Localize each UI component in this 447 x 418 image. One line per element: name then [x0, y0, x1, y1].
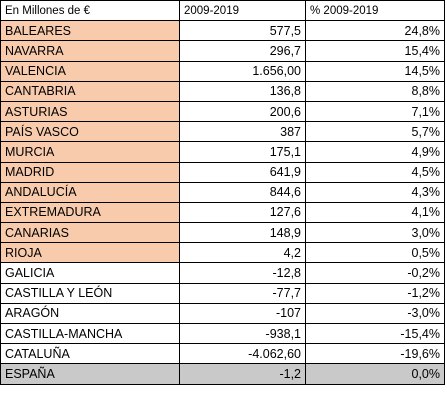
value-cell[interactable]: 296,7 [179, 40, 306, 62]
header-percent[interactable]: % 2009-2019 [305, 0, 445, 22]
region-cell[interactable]: CANTABRIA [0, 80, 180, 102]
percent-cell[interactable]: 0,5% [305, 242, 445, 264]
percent-cell[interactable]: -3,0% [305, 302, 445, 325]
region-cell[interactable]: GALICIA [0, 262, 180, 284]
total-value-cell[interactable]: -1,2 [179, 363, 306, 385]
percent-cell[interactable]: 15,4% [305, 40, 445, 62]
total-percent-cell[interactable]: 0,0% [305, 363, 445, 385]
value-cell[interactable]: -938,1 [179, 322, 306, 345]
region-cell[interactable]: MURCIA [0, 141, 180, 163]
region-cell[interactable]: NAVARRA [0, 40, 180, 62]
table-row: VALENCIA 1.656,00 14,5% [0, 60, 445, 82]
percent-cell[interactable]: 7,1% [305, 100, 445, 123]
data-table: En Millones de € 2009-2019 % 2009-2019 B… [0, 0, 445, 385]
region-cell[interactable]: CANARIAS [0, 222, 180, 244]
table-row: CANARIAS 148,9 3,0% [0, 222, 445, 244]
header-period[interactable]: 2009-2019 [179, 0, 306, 22]
value-cell[interactable]: 136,8 [179, 80, 306, 102]
value-cell[interactable]: -12,8 [179, 262, 306, 284]
table-row: MURCIA 175,1 4,9% [0, 141, 445, 163]
region-cell[interactable]: EXTREMADURA [0, 201, 180, 224]
table-row: EXTREMADURA 127,6 4,1% [0, 201, 445, 224]
table-row: PAÍS VASCO 387 5,7% [0, 121, 445, 143]
table-row: ARAGÓN -107 -3,0% [0, 302, 445, 325]
percent-cell[interactable]: 4,3% [305, 181, 445, 203]
value-cell[interactable]: 127,6 [179, 201, 306, 224]
value-cell[interactable]: 200,6 [179, 100, 306, 123]
value-cell[interactable]: 1.656,00 [179, 60, 306, 82]
table-row: CASTILLA-MANCHA -938,1 -15,4% [0, 322, 445, 345]
table-row: ANDALUCÍA 844,6 4,3% [0, 181, 445, 203]
region-cell[interactable]: ANDALUCÍA [0, 181, 180, 203]
table-row: CATALUÑA -4.062,60 -19,6% [0, 343, 445, 365]
value-cell[interactable]: 641,9 [179, 161, 306, 183]
percent-cell[interactable]: -1,2% [305, 282, 445, 304]
value-cell[interactable]: 148,9 [179, 222, 306, 244]
percent-cell[interactable]: 4,5% [305, 161, 445, 183]
total-row: ESPAÑA -1,2 0,0% [0, 363, 445, 385]
region-cell[interactable]: RIOJA [0, 242, 180, 264]
region-cell[interactable]: PAÍS VASCO [0, 121, 180, 143]
percent-cell[interactable]: 5,7% [305, 121, 445, 143]
table-row: RIOJA 4,2 0,5% [0, 242, 445, 264]
value-cell[interactable]: 175,1 [179, 141, 306, 163]
percent-cell[interactable]: -19,6% [305, 343, 445, 365]
value-cell[interactable]: -107 [179, 302, 306, 325]
percent-cell[interactable]: 4,9% [305, 141, 445, 163]
percent-cell[interactable]: 3,0% [305, 222, 445, 244]
region-cell[interactable]: CASTILLA Y LEÓN [0, 282, 180, 304]
table-row: ASTURIAS 200,6 7,1% [0, 100, 445, 123]
table-body: BALEARES 577,5 24,8% NAVARRA 296,7 15,4% VALEN… [0, 20, 445, 385]
table-row: BALEARES 577,5 24,8% [0, 20, 445, 42]
total-region-cell[interactable]: ESPAÑA [0, 363, 180, 385]
region-cell[interactable]: CATALUÑA [0, 343, 180, 365]
value-cell[interactable]: 844,6 [179, 181, 306, 203]
value-cell[interactable]: 4,2 [179, 242, 306, 264]
table-row: MADRID 641,9 4,5% [0, 161, 445, 183]
table-row: NAVARRA 296,7 15,4% [0, 40, 445, 62]
region-cell[interactable]: BALEARES [0, 20, 180, 42]
spreadsheet: En Millones de € 2009-2019 % 2009-2019 B… [0, 0, 445, 385]
region-cell[interactable]: CASTILLA-MANCHA [0, 322, 180, 345]
percent-cell[interactable]: -15,4% [305, 322, 445, 345]
percent-cell[interactable]: 4,1% [305, 201, 445, 224]
header-units[interactable]: En Millones de € [0, 0, 180, 22]
region-cell[interactable]: ARAGÓN [0, 302, 180, 325]
region-cell[interactable]: ASTURIAS [0, 100, 180, 123]
region-cell[interactable]: VALENCIA [0, 60, 180, 82]
table-row: GALICIA -12,8 -0,2% [0, 262, 445, 284]
percent-cell[interactable]: 24,8% [305, 20, 445, 42]
table-row: CASTILLA Y LEÓN -77,7 -1,2% [0, 282, 445, 304]
region-cell[interactable]: MADRID [0, 161, 180, 183]
value-cell[interactable]: 577,5 [179, 20, 306, 42]
value-cell[interactable]: -4.062,60 [179, 343, 306, 365]
value-cell[interactable]: -77,7 [179, 282, 306, 304]
table-row: CANTABRIA 136,8 8,8% [0, 80, 445, 102]
percent-cell[interactable]: -0,2% [305, 262, 445, 284]
percent-cell[interactable]: 8,8% [305, 80, 445, 102]
value-cell[interactable]: 387 [179, 121, 306, 143]
percent-cell[interactable]: 14,5% [305, 60, 445, 82]
header-row: En Millones de € 2009-2019 % 2009-2019 [0, 0, 445, 22]
